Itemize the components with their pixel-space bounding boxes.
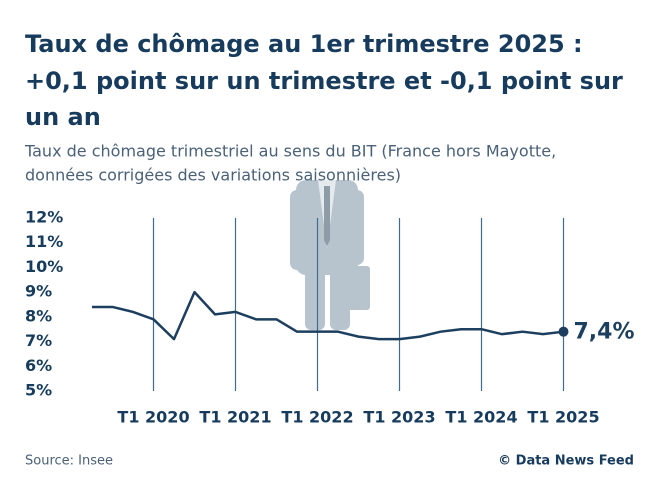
- line: [92, 290, 564, 341]
- y-tick-label: 12%: [25, 208, 63, 227]
- value-label: 7,4%: [574, 320, 635, 345]
- chart-title: Taux de chômage au 1er trimestre 2025 :: [25, 30, 583, 58]
- x-tick-label: T1 2025: [527, 408, 599, 427]
- chart-title: un an: [25, 103, 101, 131]
- y-tick-label: 7%: [25, 331, 52, 350]
- x-tick-label: T1 2020: [117, 408, 189, 427]
- y-tick-label: 8%: [25, 306, 52, 325]
- y-tick-label: 6%: [25, 356, 52, 375]
- person-icon: [290, 180, 370, 330]
- x-tick-label: T1 2024: [445, 408, 517, 427]
- source: Source: Insee: [25, 454, 113, 469]
- y-tick-label: 9%: [25, 282, 52, 301]
- chart-subtitle: données corrigées des variations saisonn…: [25, 166, 401, 185]
- y-tick-label: 5%: [25, 381, 52, 400]
- x-tick-label: T1 2022: [281, 408, 353, 427]
- chart-title: +0,1 point sur un trimestre et -0,1 poin…: [25, 67, 623, 95]
- y-tick-label: 10%: [25, 257, 63, 276]
- credit: © Data News Feed: [498, 454, 634, 469]
- x-tick-label: T1 2023: [363, 408, 435, 427]
- chart-subtitle: Taux de chômage trimestriel au sens du B…: [24, 142, 556, 161]
- y-tick-label: 11%: [25, 232, 63, 251]
- point: [558, 326, 569, 337]
- x-tick-label: T1 2021: [199, 408, 271, 427]
